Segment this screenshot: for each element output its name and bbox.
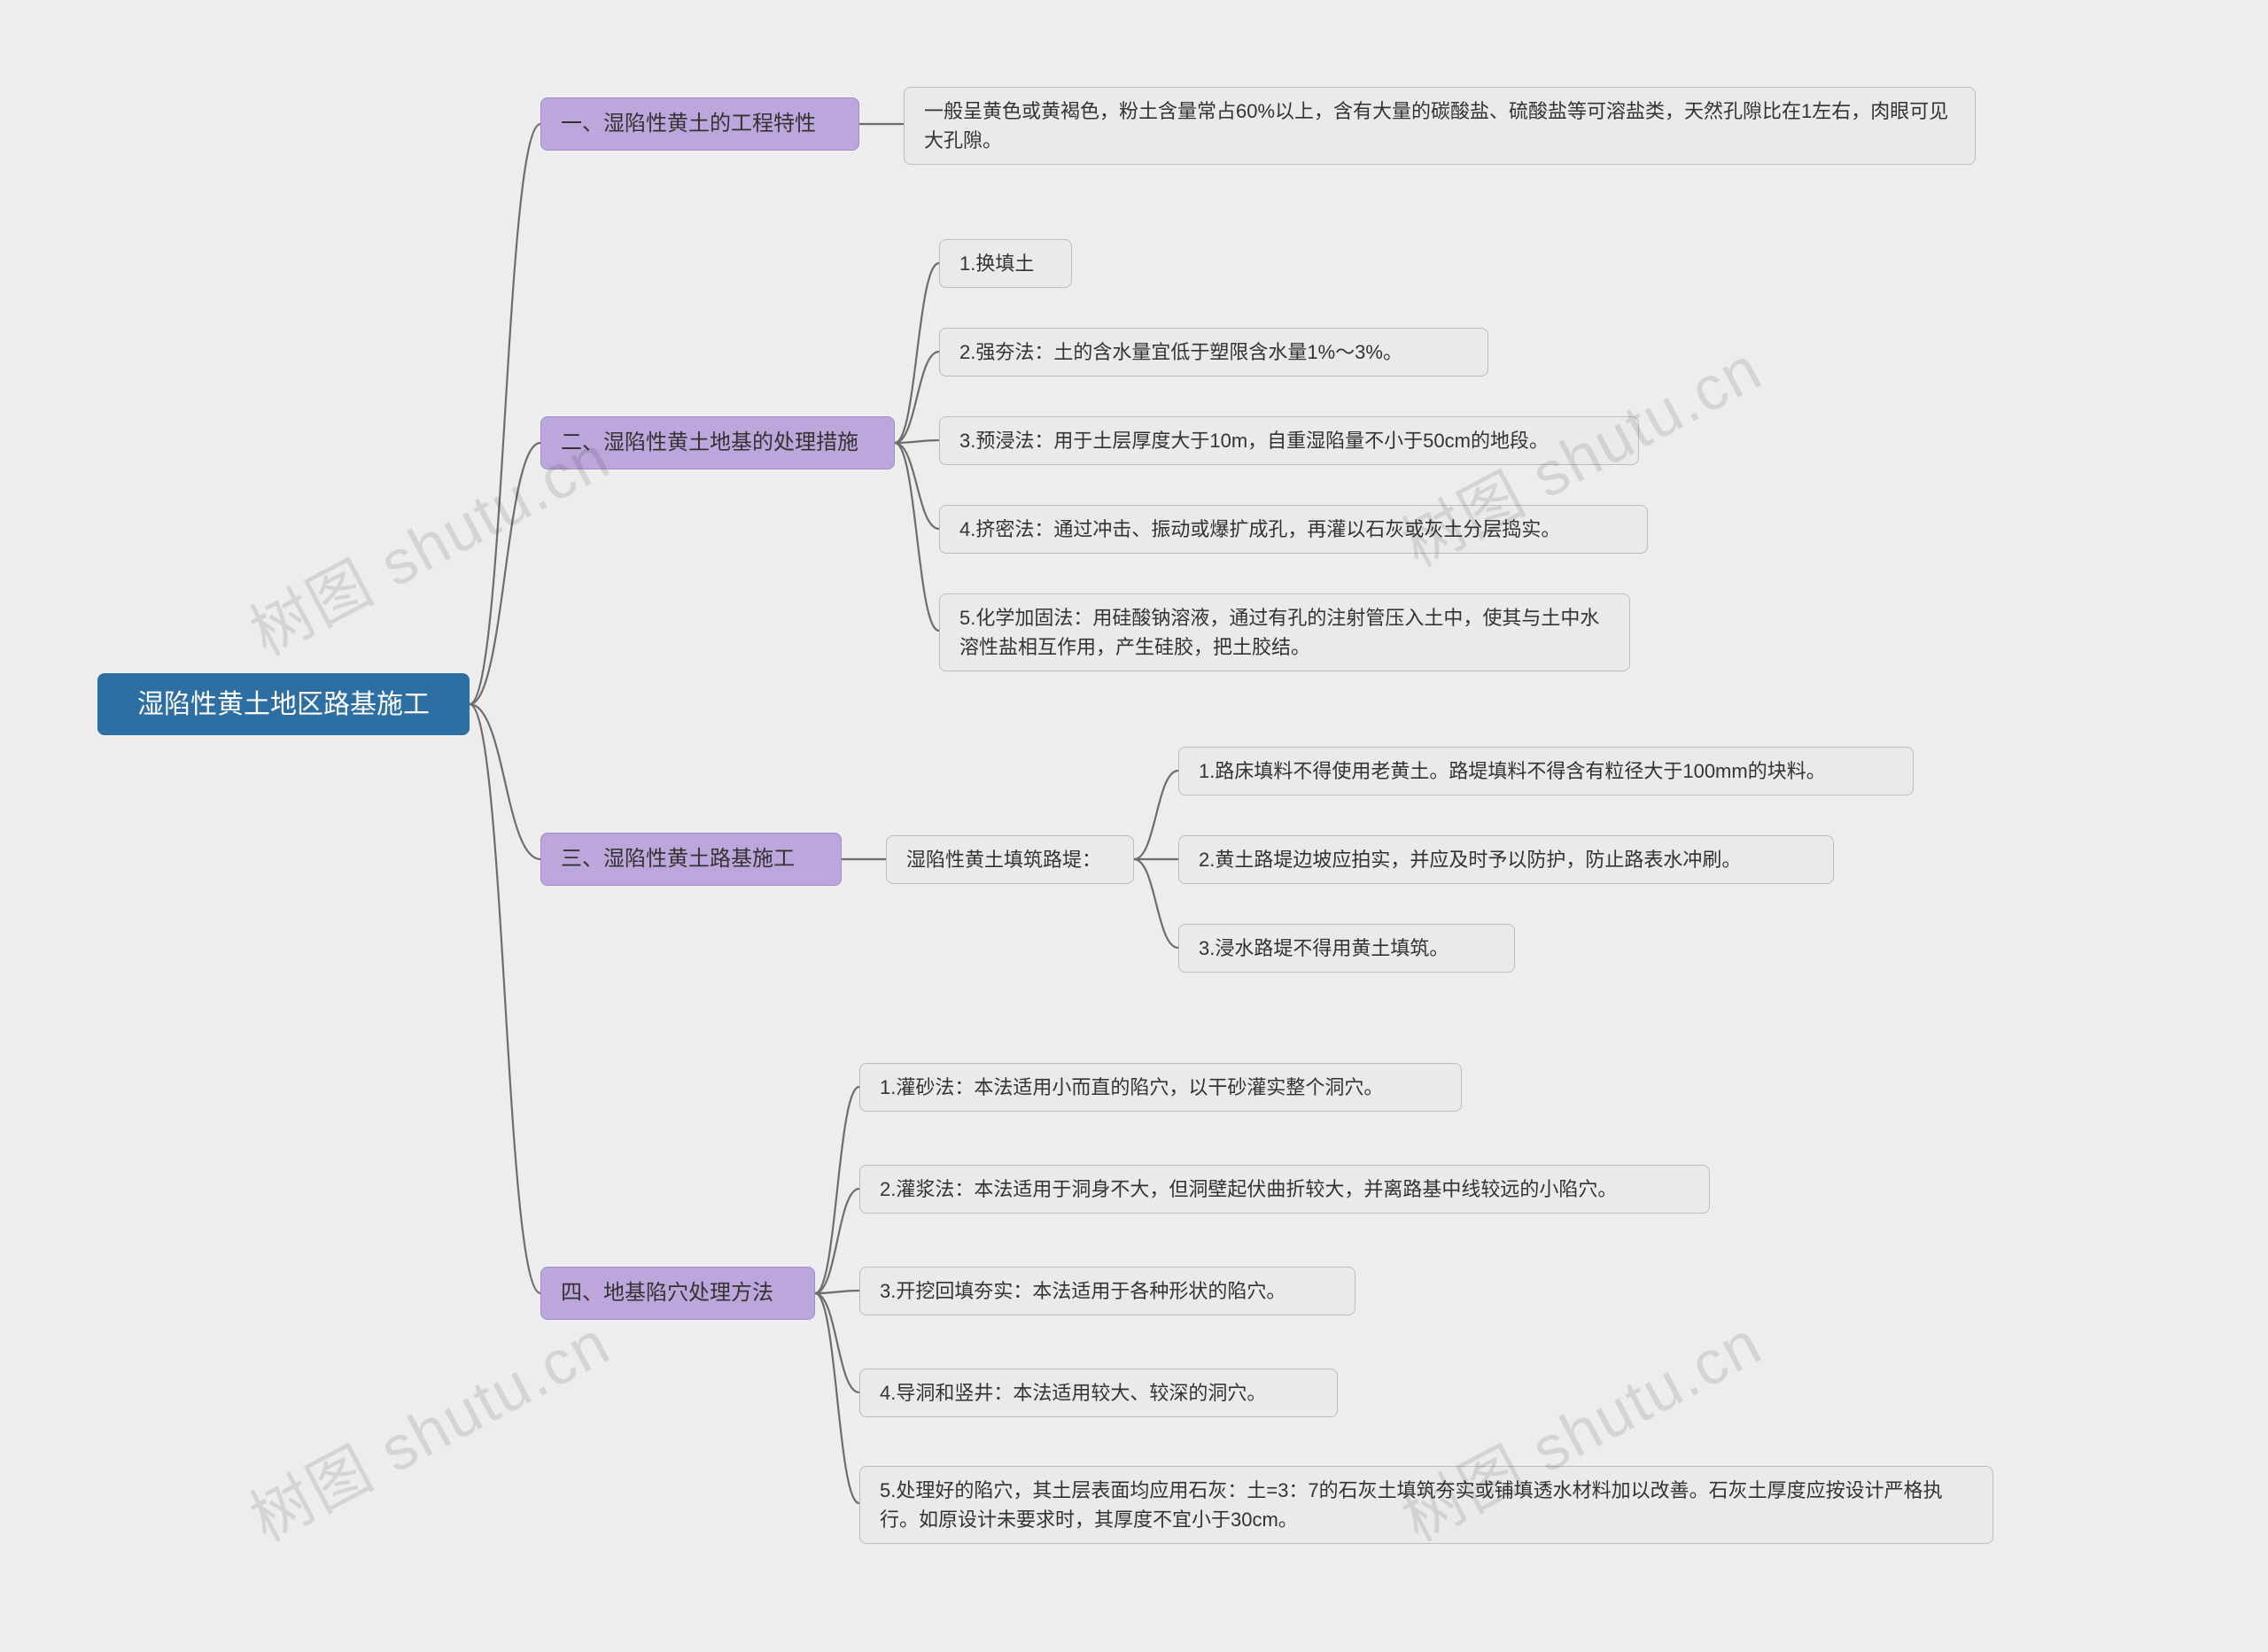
section-2-leaf-1-text: 1.换填土 [959, 249, 1034, 278]
section-4[interactable]: 四、地基陷穴处理方法 [540, 1267, 815, 1320]
section-2-leaf-2-text: 2.强夯法：土的含水量宜低于塑限含水量1%～3%。 [959, 337, 1402, 367]
section-1[interactable]: 一、湿陷性黄土的工程特性 [540, 97, 859, 151]
section-3[interactable]: 三、湿陷性黄土路基施工 [540, 833, 842, 886]
section-3-leaf-1[interactable]: 1.路床填料不得使用老黄土。路堤填料不得含有粒径大于100mm的块料。 [1178, 747, 1914, 795]
section-2-leaf-4-text: 4.挤密法：通过冲击、振动或爆扩成孔，再灌以石灰或灰土分层捣实。 [959, 515, 1560, 544]
section-2-leaf-5-text: 5.化学加固法：用硅酸钠溶液，通过有孔的注射管压入土中，使其与土中水溶性盐相互作… [959, 603, 1610, 662]
watermark: 树图 shutu.cn [232, 1294, 623, 1559]
section-4-leaf-5-text: 5.处理好的陷穴，其土层表面均应用石灰：土=3：7的石灰土填筑夯实或铺填透水材料… [880, 1476, 1973, 1534]
section-4-leaf-2[interactable]: 2.灌浆法：本法适用于洞身不大，但洞壁起伏曲折较大，并离路基中线较远的小陷穴。 [859, 1165, 1710, 1214]
section-4-label: 四、地基陷穴处理方法 [561, 1277, 773, 1309]
section-2-leaf-5[interactable]: 5.化学加固法：用硅酸钠溶液，通过有孔的注射管压入土中，使其与土中水溶性盐相互作… [939, 593, 1630, 671]
section-1-label: 一、湿陷性黄土的工程特性 [561, 108, 816, 140]
section-1-leaf-1[interactable]: 一般呈黄色或黄褐色，粉土含量常占60%以上，含有大量的碳酸盐、硫酸盐等可溶盐类，… [904, 87, 1976, 165]
section-3-leaf-2-text: 2.黄土路堤边坡应拍实，并应及时予以防护，防止路表水冲刷。 [1199, 845, 1741, 874]
section-3-leaf-3-text: 3.浸水路堤不得用黄土填筑。 [1199, 934, 1449, 963]
section-3-label: 三、湿陷性黄土路基施工 [561, 843, 795, 875]
section-4-leaf-5[interactable]: 5.处理好的陷穴，其土层表面均应用石灰：土=3：7的石灰土填筑夯实或铺填透水材料… [859, 1466, 1993, 1544]
section-3-leaf-3[interactable]: 3.浸水路堤不得用黄土填筑。 [1178, 924, 1515, 973]
section-2-label: 二、湿陷性黄土地基的处理措施 [561, 427, 858, 459]
section-4-leaf-1[interactable]: 1.灌砂法：本法适用小而直的陷穴，以干砂灌实整个洞穴。 [859, 1063, 1462, 1112]
section-4-leaf-2-text: 2.灌浆法：本法适用于洞身不大，但洞壁起伏曲折较大，并离路基中线较远的小陷穴。 [880, 1175, 1617, 1204]
section-2[interactable]: 二、湿陷性黄土地基的处理措施 [540, 416, 895, 469]
section-4-leaf-4[interactable]: 4.导洞和竖井：本法适用较大、较深的洞穴。 [859, 1369, 1338, 1417]
section-3-leaf-1-text: 1.路床填料不得使用老黄土。路堤填料不得含有粒径大于100mm的块料。 [1199, 756, 1826, 786]
section-2-leaf-3-text: 3.预浸法：用于土层厚度大于10m，自重湿陷量不小于50cm的地段。 [959, 426, 1549, 455]
section-3-mid[interactable]: 湿陷性黄土填筑路堤： [886, 835, 1134, 884]
section-2-leaf-1[interactable]: 1.换填土 [939, 239, 1072, 288]
section-2-leaf-4[interactable]: 4.挤密法：通过冲击、振动或爆扩成孔，再灌以石灰或灰土分层捣实。 [939, 505, 1648, 554]
section-4-leaf-3-text: 3.开挖回填夯实：本法适用于各种形状的陷穴。 [880, 1276, 1285, 1306]
section-3-leaf-2[interactable]: 2.黄土路堤边坡应拍实，并应及时予以防护，防止路表水冲刷。 [1178, 835, 1834, 884]
section-2-leaf-3[interactable]: 3.预浸法：用于土层厚度大于10m，自重湿陷量不小于50cm的地段。 [939, 416, 1639, 465]
section-1-leaf-1-text: 一般呈黄色或黄褐色，粉土含量常占60%以上，含有大量的碳酸盐、硫酸盐等可溶盐类，… [924, 97, 1955, 155]
section-4-leaf-1-text: 1.灌砂法：本法适用小而直的陷穴，以干砂灌实整个洞穴。 [880, 1073, 1383, 1102]
section-3-mid-text: 湿陷性黄土填筑路堤： [906, 845, 1101, 874]
section-4-leaf-4-text: 4.导洞和竖井：本法适用较大、较深的洞穴。 [880, 1378, 1266, 1408]
section-4-leaf-3[interactable]: 3.开挖回填夯实：本法适用于各种形状的陷穴。 [859, 1267, 1355, 1315]
root-node[interactable]: 湿陷性黄土地区路基施工 [97, 673, 470, 735]
section-2-leaf-2[interactable]: 2.强夯法：土的含水量宜低于塑限含水量1%～3%。 [939, 328, 1488, 376]
root-label: 湿陷性黄土地区路基施工 [137, 685, 430, 725]
